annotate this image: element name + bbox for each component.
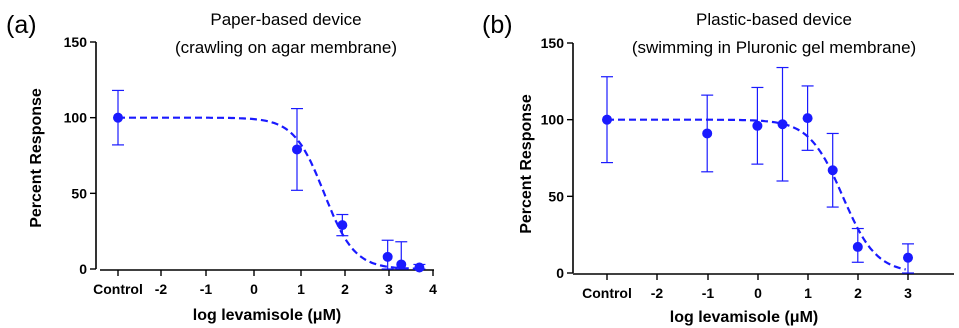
data-point — [852, 241, 863, 252]
x-tick-label: 2 — [341, 281, 349, 297]
chart-panel-a: (a) Paper-based device (crawling on agar… — [0, 0, 470, 328]
x-tick-label: Control — [93, 281, 143, 297]
data-point — [414, 262, 425, 273]
x-tick-label: 4 — [429, 281, 437, 297]
fit-curve — [118, 116, 418, 270]
x-axis-label: log levamisole (μM) — [193, 307, 341, 324]
panel-label: (a) — [6, 11, 37, 39]
x-tick-label: -2 — [155, 281, 168, 297]
chart-subtitle: (swimming in Pluronic gel membrane) — [632, 38, 916, 57]
y-tick-label: 100 — [541, 112, 565, 128]
x-tick-label: 1 — [297, 281, 305, 297]
x-tick-label: 2 — [854, 285, 862, 301]
chart-a-svg: (a) Paper-based device (crawling on agar… — [6, 10, 437, 324]
y-tick-label: 150 — [541, 35, 565, 51]
y-axis-label: Percent Response — [28, 88, 45, 228]
y-tick-label: 150 — [64, 34, 88, 50]
data-point — [702, 128, 713, 139]
chart-panel-b: (b) Plastic-based device (swimming in Pl… — [478, 0, 959, 328]
data-point — [113, 112, 123, 123]
y-tick-label: 0 — [556, 265, 564, 281]
data-point — [292, 144, 302, 155]
data-point — [802, 113, 813, 124]
y-axis-label: Percent Response — [518, 94, 535, 234]
x-tick-label: -2 — [651, 285, 664, 301]
x-tick-label: -1 — [200, 281, 213, 297]
x-tick-label: 0 — [250, 281, 258, 297]
x-tick-label: 3 — [385, 281, 393, 297]
x-tick-label: 0 — [754, 285, 762, 301]
data-point — [602, 114, 612, 125]
panel-label: (b) — [482, 11, 513, 39]
x-tick-label: 1 — [804, 285, 812, 301]
x-tick-label: -1 — [702, 285, 715, 301]
chart-title: Paper-based device — [210, 10, 361, 29]
y-tick-label: 50 — [71, 185, 87, 201]
data-point — [827, 165, 838, 176]
data-point — [777, 119, 788, 130]
y-tick-label: 100 — [64, 110, 88, 126]
x-axis-label: log levamisole (μM) — [670, 309, 818, 326]
y-tick-label: 50 — [548, 188, 564, 204]
fit-curve — [607, 118, 906, 271]
chart-b-svg: (b) Plastic-based device (swimming in Pl… — [482, 10, 954, 326]
x-tick-label: Control — [582, 285, 632, 301]
chart-title: Plastic-based device — [696, 10, 852, 29]
y-tick-label: 0 — [79, 261, 87, 277]
x-tick-label: 3 — [904, 285, 912, 301]
data-point — [396, 259, 407, 270]
data-point — [903, 252, 913, 263]
data-point — [382, 251, 393, 262]
data-point — [337, 220, 348, 231]
data-point — [752, 120, 763, 131]
chart-subtitle: (crawling on agar membrane) — [175, 38, 397, 57]
